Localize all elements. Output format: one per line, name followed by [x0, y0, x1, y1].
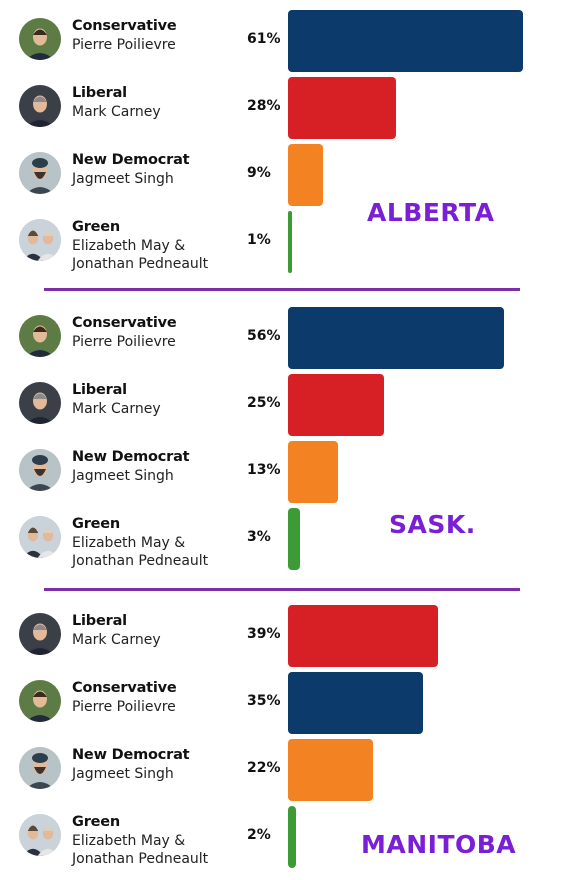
percentage-label: 35% [247, 693, 281, 709]
party-name: Green [72, 516, 121, 532]
leader-name: Jagmeet Singh [72, 171, 174, 187]
party-name: Conservative [72, 315, 177, 331]
leader-name: Pierre Poilievre [72, 334, 176, 350]
candidate-row: New Democrat Jagmeet Singh 13% [0, 449, 565, 491]
candidate-avatar [19, 18, 61, 60]
candidate-avatar [19, 814, 61, 856]
candidate-avatar [19, 152, 61, 194]
bar-new-democrat [288, 739, 373, 801]
bar-green [288, 508, 300, 570]
candidate-row: Liberal Mark Carney 28% [0, 85, 565, 127]
candidate-row: Liberal Mark Carney 25% [0, 382, 565, 424]
bar-liberal [288, 374, 385, 436]
percentage-label: 22% [247, 760, 281, 776]
percentage-label: 9% [247, 165, 271, 181]
party-name: Green [72, 814, 121, 830]
bar-green [288, 211, 292, 273]
bar-conservative [288, 10, 524, 72]
percentage-label: 61% [247, 31, 281, 47]
bar-new-democrat [288, 441, 339, 503]
party-name: Green [72, 219, 121, 235]
province-label: MANITOBA [361, 830, 517, 859]
party-name: Conservative [72, 680, 177, 696]
leader-name: Elizabeth May & Jonathan Pedneault [72, 535, 209, 569]
section-divider [44, 588, 520, 591]
province-label: SASK. [389, 510, 476, 539]
leader-name: Elizabeth May & Jonathan Pedneault [72, 833, 209, 867]
candidate-row: New Democrat Jagmeet Singh 9% [0, 152, 565, 194]
leader-name: Mark Carney [72, 401, 161, 417]
candidate-row: Green Elizabeth May & Jonathan Pedneault 2… [0, 814, 565, 867]
bar-liberal [288, 605, 439, 667]
candidate-row: Green Elizabeth May & Jonathan Pedneault 1… [0, 219, 565, 272]
leader-name: Mark Carney [72, 632, 161, 648]
section-divider [44, 288, 520, 291]
bar-conservative [288, 307, 504, 369]
candidate-avatar [19, 747, 61, 789]
party-name: New Democrat [72, 747, 190, 763]
party-name: New Democrat [72, 449, 190, 465]
candidate-row: New Democrat Jagmeet Singh 22% [0, 747, 565, 789]
candidate-row: Conservative Pierre Poilievre 56% [0, 315, 565, 357]
percentage-label: 28% [247, 98, 281, 114]
candidate-avatar [19, 449, 61, 491]
candidate-avatar [19, 680, 61, 722]
party-name: Liberal [72, 85, 127, 101]
leader-name: Mark Carney [72, 104, 161, 120]
leader-name: Jagmeet Singh [72, 766, 174, 782]
bar-new-democrat [288, 144, 323, 206]
candidate-row: Conservative Pierre Poilievre 61% [0, 18, 565, 60]
candidate-avatar [19, 315, 61, 357]
candidate-avatar [19, 516, 61, 558]
candidate-row: Conservative Pierre Poilievre 35% [0, 680, 565, 722]
party-name: Conservative [72, 18, 177, 34]
candidate-avatar [19, 85, 61, 127]
percentage-label: 25% [247, 395, 281, 411]
leader-name: Elizabeth May & Jonathan Pedneault [72, 238, 209, 272]
percentage-label: 56% [247, 328, 281, 344]
leader-name: Jagmeet Singh [72, 468, 174, 484]
party-name: Liberal [72, 613, 127, 629]
candidate-row: Green Elizabeth May & Jonathan Pedneault 3… [0, 516, 565, 569]
percentage-label: 1% [247, 232, 271, 248]
bar-liberal [288, 77, 396, 139]
party-name: Liberal [72, 382, 127, 398]
percentage-label: 3% [247, 529, 271, 545]
candidate-row: Liberal Mark Carney 39% [0, 613, 565, 655]
leader-name: Pierre Poilievre [72, 699, 176, 715]
party-name: New Democrat [72, 152, 190, 168]
candidate-avatar [19, 219, 61, 261]
percentage-label: 13% [247, 462, 281, 478]
candidate-avatar [19, 613, 61, 655]
bar-conservative [288, 672, 423, 734]
province-label: ALBERTA [367, 198, 495, 227]
bar-green [288, 806, 296, 868]
candidate-avatar [19, 382, 61, 424]
percentage-label: 2% [247, 827, 271, 843]
percentage-label: 39% [247, 626, 281, 642]
leader-name: Pierre Poilievre [72, 37, 176, 53]
